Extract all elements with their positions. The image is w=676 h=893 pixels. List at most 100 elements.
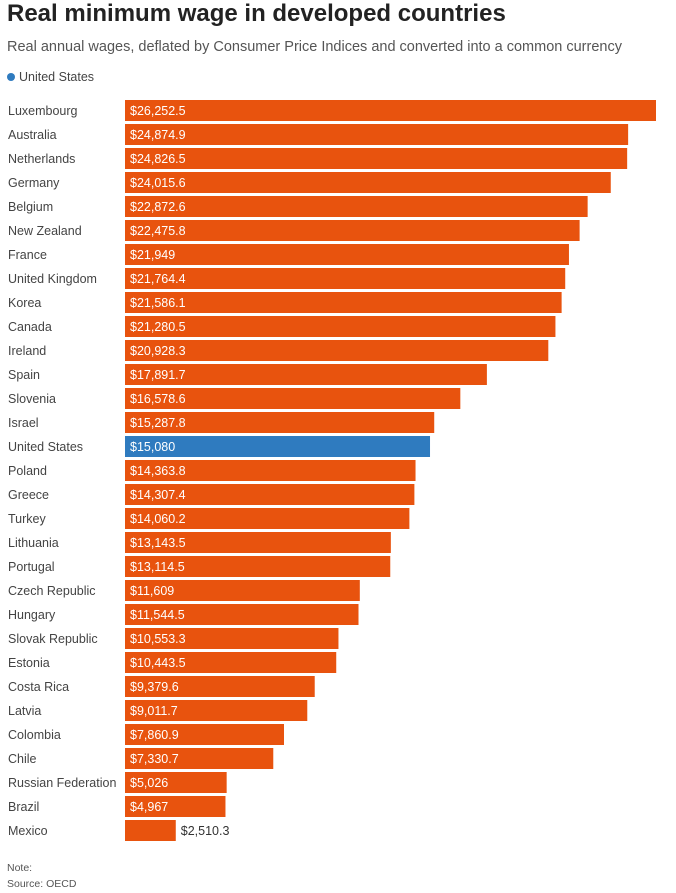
category-label: Hungary: [8, 608, 56, 622]
bar: [125, 580, 360, 601]
category-label: Slovenia: [8, 392, 56, 406]
bar: [125, 484, 415, 505]
value-label: $2,510.3: [181, 824, 230, 838]
value-label: $15,287.8: [130, 416, 186, 430]
bar: [125, 628, 339, 649]
value-label: $24,826.5: [130, 152, 186, 166]
chart-title: Real minimum wage in developed countries: [7, 0, 506, 27]
bar: [125, 268, 566, 289]
value-label: $5,026: [130, 776, 168, 790]
bar: [125, 700, 308, 721]
bar: [125, 364, 487, 385]
value-label: $22,475.8: [130, 224, 186, 238]
bar: [125, 292, 562, 313]
chart-subtitle: Real annual wages, deflated by Consumer …: [7, 39, 622, 55]
category-label: Spain: [8, 368, 40, 382]
value-label: $14,060.2: [130, 512, 186, 526]
bar: [125, 244, 569, 265]
bar: [125, 460, 416, 481]
category-label: Ireland: [8, 344, 46, 358]
category-label: New Zealand: [8, 224, 82, 238]
value-label: $9,379.6: [130, 680, 179, 694]
value-label: $11,609: [130, 584, 174, 598]
category-label: Greece: [8, 488, 49, 502]
legend-dot: [7, 73, 15, 81]
value-label: $21,764.4: [130, 272, 186, 286]
category-label: Netherlands: [8, 152, 75, 166]
value-label: $21,280.5: [130, 320, 186, 334]
category-label: Luxembourg: [8, 104, 78, 118]
bar: [125, 196, 588, 217]
bar: [125, 412, 435, 433]
category-label: Brazil: [8, 800, 39, 814]
category-label: Costa Rica: [8, 680, 69, 694]
category-label: Poland: [8, 464, 47, 478]
value-label: $17,891.7: [130, 368, 186, 382]
category-label: Lithuania: [8, 536, 59, 550]
category-label: France: [8, 248, 47, 262]
bar: [125, 508, 410, 529]
category-label: Estonia: [8, 656, 50, 670]
bar: [125, 340, 549, 361]
bar: [125, 604, 359, 625]
category-label: Slovak Republic: [8, 632, 98, 646]
bar: [125, 220, 580, 241]
footer-source: Source: OECD: [7, 878, 77, 890]
category-label: Germany: [8, 176, 60, 190]
category-label: Korea: [8, 296, 41, 310]
category-label: Czech Republic: [8, 584, 96, 598]
bar-highlight: [125, 436, 431, 457]
bar: [125, 124, 629, 145]
value-label: $4,967: [130, 800, 168, 814]
footer-note: Note:: [7, 862, 33, 874]
value-label: $13,143.5: [130, 536, 186, 550]
value-label: $10,553.3: [130, 632, 186, 646]
value-label: $13,114.5: [130, 560, 185, 574]
value-label: $11,544.5: [130, 608, 185, 622]
legend: United States: [7, 70, 94, 84]
legend-label: United States: [19, 70, 95, 84]
bar: [125, 148, 628, 169]
value-label: $26,252.5: [130, 104, 186, 118]
category-label: Chile: [8, 752, 37, 766]
bar: [125, 772, 227, 793]
bar: [125, 556, 391, 577]
value-label: $14,363.8: [130, 464, 186, 478]
category-label: Portugal: [8, 560, 55, 574]
value-label: $20,928.3: [130, 344, 186, 358]
category-label: Canada: [8, 320, 52, 334]
category-label: Turkey: [8, 512, 46, 526]
bar: [125, 676, 315, 697]
bar-chart: Luxembourg $26,252.5 Australia $24,874.9 Net…: [8, 100, 656, 841]
bar: [125, 100, 656, 121]
bar: [125, 172, 611, 193]
category-label: Israel: [8, 416, 39, 430]
bar: [125, 532, 391, 553]
bar: [125, 388, 461, 409]
value-label: $9,011.7: [130, 704, 178, 718]
bar: [125, 820, 176, 841]
category-label: Colombia: [8, 728, 61, 742]
category-label: Mexico: [8, 824, 48, 838]
value-label: $7,330.7: [130, 752, 179, 766]
bar: [125, 748, 274, 769]
category-label: Belgium: [8, 200, 53, 214]
value-label: $22,872.6: [130, 200, 186, 214]
value-label: $21,586.1: [130, 296, 186, 310]
category-label: United Kingdom: [8, 272, 97, 286]
category-label: Latvia: [8, 704, 41, 718]
value-label: $14,307.4: [130, 488, 186, 502]
bar: [125, 724, 284, 745]
value-label: $10,443.5: [130, 656, 186, 670]
value-label: $16,578.6: [130, 392, 186, 406]
bar: [125, 796, 226, 817]
bar: [125, 652, 337, 673]
bar: [125, 316, 556, 337]
category-label: United States: [8, 440, 83, 454]
value-label: $24,015.6: [130, 176, 186, 190]
category-label: Russian Federation: [8, 776, 116, 790]
value-label: $21,949: [130, 248, 175, 262]
category-label: Australia: [8, 128, 57, 142]
value-label: $24,874.9: [130, 128, 186, 142]
value-label: $15,080: [130, 440, 175, 454]
